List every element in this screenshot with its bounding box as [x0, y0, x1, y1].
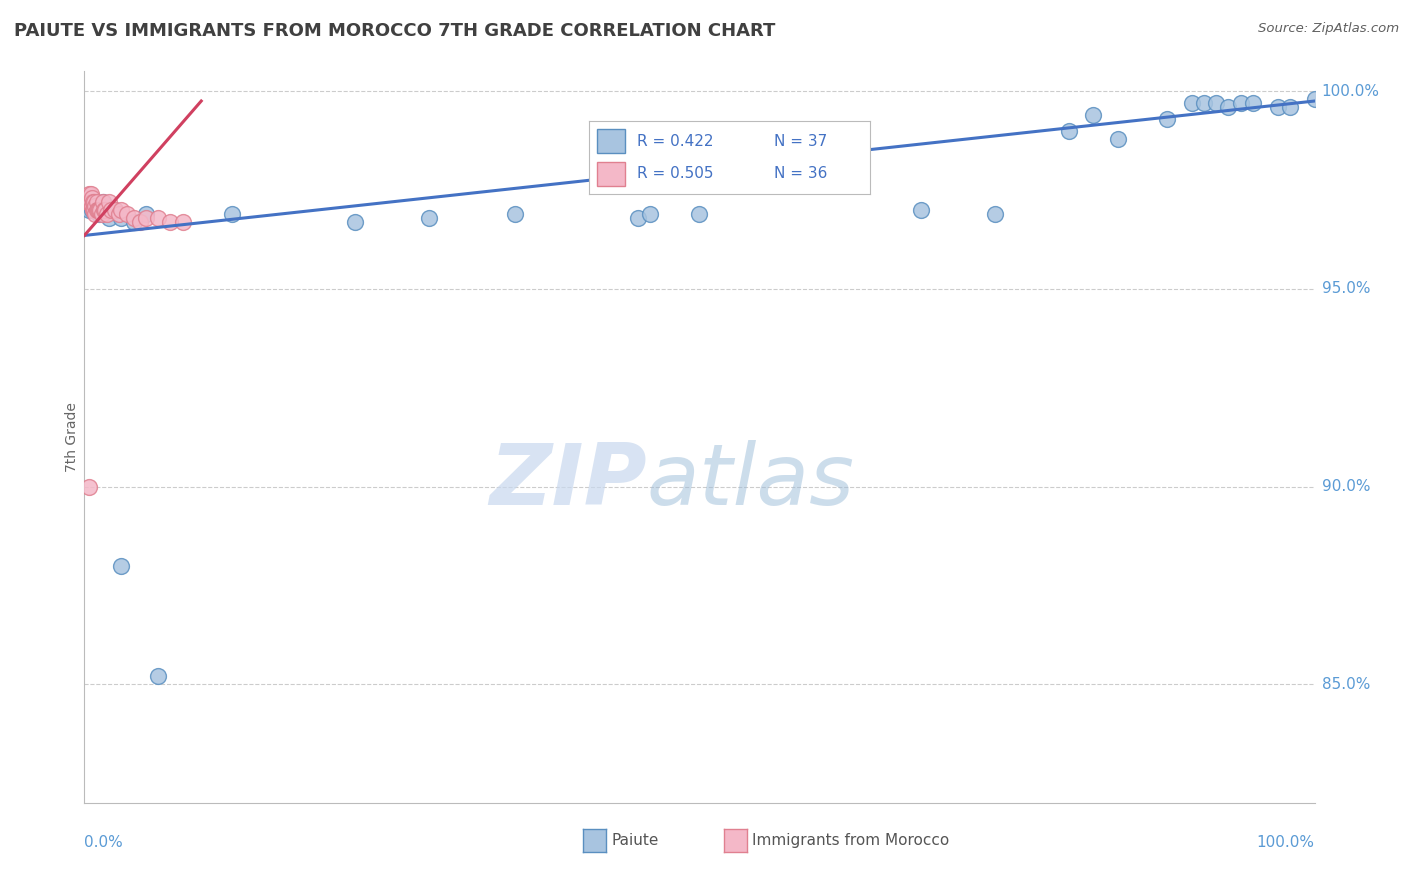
Point	[148, 669, 170, 683]
Point	[86, 194, 108, 209]
Point	[1279, 100, 1302, 114]
Point	[104, 202, 127, 217]
Point	[108, 207, 131, 221]
Point	[79, 186, 101, 201]
Point	[1205, 95, 1227, 110]
Text: 100.0%: 100.0%	[1257, 836, 1315, 850]
Point	[110, 211, 132, 225]
Text: Source: ZipAtlas.com: Source: ZipAtlas.com	[1258, 22, 1399, 36]
Point	[79, 479, 101, 493]
Point	[87, 202, 110, 217]
Point	[1057, 123, 1080, 137]
Text: Immigrants from Morocco: Immigrants from Morocco	[752, 833, 949, 847]
Point	[91, 194, 114, 209]
Point	[80, 191, 103, 205]
FancyBboxPatch shape	[598, 128, 626, 153]
Text: atlas: atlas	[647, 440, 855, 524]
Text: ZIP: ZIP	[489, 440, 647, 524]
Point	[104, 202, 127, 217]
Point	[1229, 95, 1253, 110]
Point	[221, 207, 243, 221]
Point	[91, 194, 114, 209]
Point	[87, 202, 111, 217]
Point	[94, 202, 117, 217]
Point	[77, 194, 100, 209]
Point	[1303, 92, 1326, 106]
Point	[1241, 95, 1264, 110]
Point	[1107, 131, 1129, 145]
Point	[79, 194, 101, 209]
Point	[86, 202, 108, 217]
Point	[1267, 100, 1289, 114]
Point	[148, 211, 170, 225]
Text: 95.0%: 95.0%	[1322, 281, 1369, 296]
Y-axis label: 7th Grade: 7th Grade	[65, 402, 79, 472]
Text: N = 37: N = 37	[775, 134, 828, 149]
Point	[110, 202, 132, 217]
Point	[76, 191, 98, 205]
Point	[84, 207, 107, 221]
Text: 85.0%: 85.0%	[1322, 677, 1369, 691]
Point	[640, 207, 662, 221]
Text: PAIUTE VS IMMIGRANTS FROM MOROCCO 7TH GRADE CORRELATION CHART: PAIUTE VS IMMIGRANTS FROM MOROCCO 7TH GR…	[14, 22, 776, 40]
Point	[79, 199, 101, 213]
Text: N = 36: N = 36	[775, 166, 828, 181]
Point	[1218, 100, 1240, 114]
Point	[82, 202, 104, 217]
Point	[689, 207, 711, 221]
FancyBboxPatch shape	[598, 161, 626, 186]
Point	[910, 202, 932, 217]
Point	[1192, 95, 1215, 110]
Point	[135, 207, 157, 221]
Point	[627, 211, 650, 225]
Point	[1083, 108, 1105, 122]
Point	[87, 207, 111, 221]
Text: 100.0%: 100.0%	[1322, 84, 1379, 99]
Point	[82, 194, 104, 209]
Point	[159, 214, 181, 228]
Point	[984, 207, 1007, 221]
Point	[135, 211, 157, 225]
Point	[98, 211, 120, 225]
Point	[128, 214, 150, 228]
Point	[79, 186, 101, 201]
Point	[122, 211, 145, 225]
Text: R = 0.505: R = 0.505	[637, 166, 713, 181]
Point	[344, 214, 367, 228]
Text: 0.0%: 0.0%	[84, 836, 124, 850]
Point	[84, 202, 107, 217]
Point	[83, 199, 105, 213]
Point	[122, 214, 145, 228]
Point	[80, 202, 103, 217]
Point	[79, 202, 101, 217]
Point	[82, 194, 104, 209]
Point	[1156, 112, 1178, 126]
Point	[96, 207, 118, 221]
Point	[117, 207, 139, 221]
Point	[100, 202, 122, 217]
Text: R = 0.422: R = 0.422	[637, 134, 713, 149]
Point	[172, 214, 194, 228]
Point	[89, 202, 111, 217]
Point	[110, 558, 132, 573]
Point	[87, 202, 110, 217]
Point	[83, 202, 105, 217]
Point	[98, 194, 120, 209]
Point	[1181, 95, 1204, 110]
Point	[90, 207, 112, 221]
Point	[80, 199, 103, 213]
Point	[84, 199, 107, 213]
Point	[83, 194, 105, 209]
Point	[93, 202, 115, 217]
Point	[503, 207, 526, 221]
Point	[418, 211, 440, 225]
Point	[86, 202, 108, 217]
Point	[79, 194, 101, 209]
Text: 90.0%: 90.0%	[1322, 479, 1369, 494]
Text: Paiute: Paiute	[612, 833, 659, 847]
